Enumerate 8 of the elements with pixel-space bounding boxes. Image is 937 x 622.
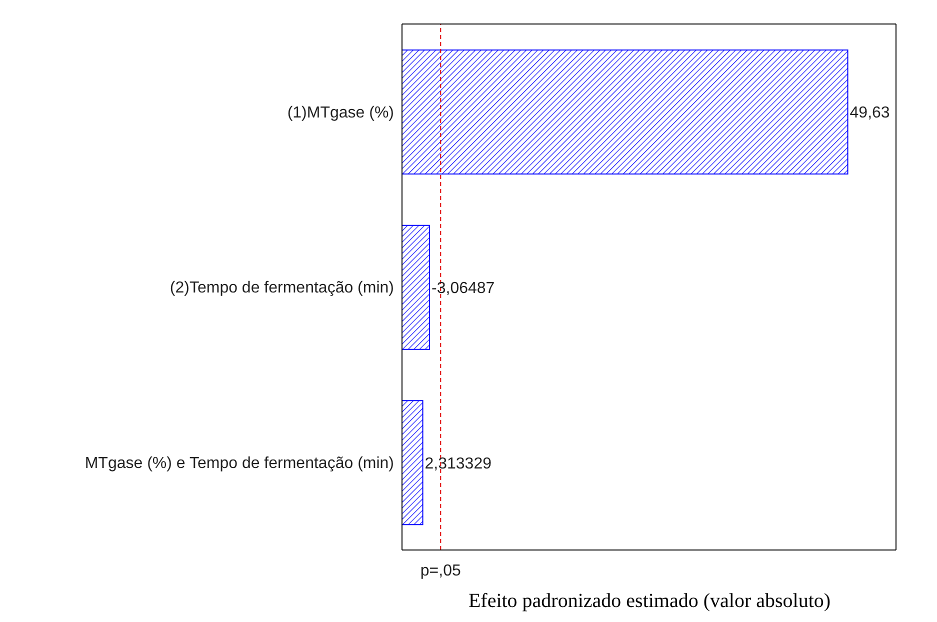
x-axis-title: Efeito padronizado estimado (valor absoluto) [467, 590, 832, 613]
data-label: -3,06487 [432, 280, 495, 298]
y-tick-label: (1)MTgase (%) [287, 104, 394, 122]
y-tick-label: (2)Tempo de fermentação (min) [170, 280, 394, 297]
ref-line-label: p=,05 [420, 562, 461, 580]
y-tick-label: MTgase (%) e Tempo de fermentação (min) [84, 455, 394, 472]
data-label: 2,313329 [424, 455, 492, 472]
data-label: 49,63 [850, 104, 890, 122]
